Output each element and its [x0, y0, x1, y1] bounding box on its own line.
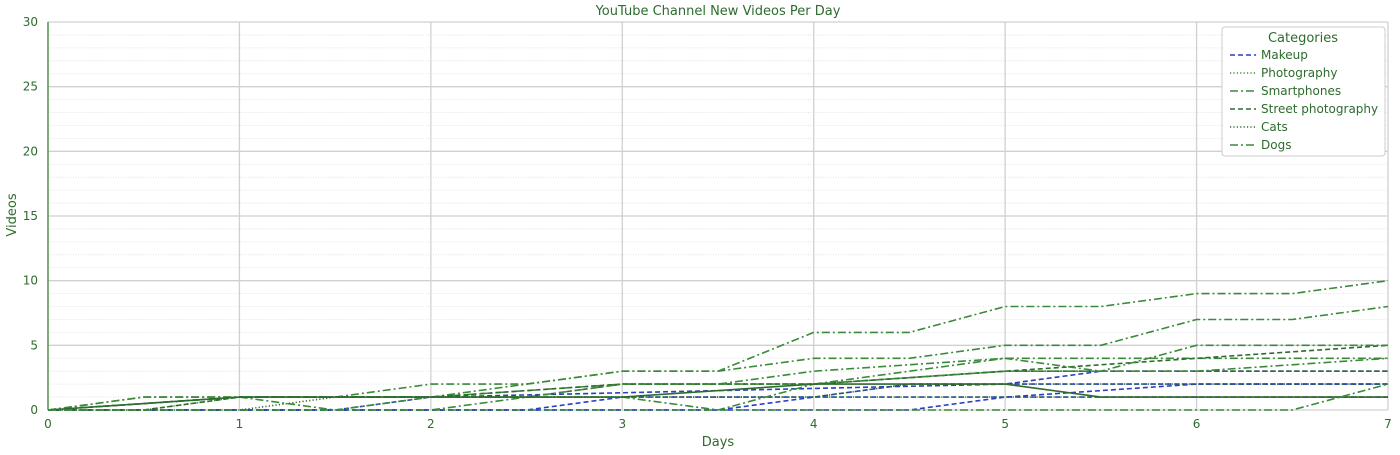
y-tick-label: 20	[23, 144, 38, 158]
series-line-cats	[48, 383, 1388, 411]
series-line-dogs	[48, 383, 1389, 411]
x-tick-label: 6	[1193, 417, 1201, 431]
x-tick-label: 1	[236, 417, 244, 431]
x-tick-label: 7	[1384, 417, 1392, 431]
legend-label-dogs: Dogs	[1261, 138, 1291, 152]
x-tick-label: 0	[44, 417, 52, 431]
series-layer	[47, 279, 1389, 411]
x-axis-title: Days	[702, 435, 735, 450]
series-line-dogs	[47, 383, 1388, 411]
x-tick-label: 4	[810, 417, 818, 431]
legend-label-cats: Cats	[1261, 120, 1288, 134]
tick-labels: 0 1 2 3 4 5 6 7 0 5 10 15 20 25 30	[23, 15, 1392, 431]
chart-title: YouTube Channel New Videos Per Day	[595, 4, 841, 19]
x-tick-label: 2	[427, 417, 435, 431]
y-tick-label: 15	[23, 209, 38, 223]
legend-label-photography: Photography	[1261, 66, 1337, 80]
y-tick-label: 10	[23, 274, 38, 288]
y-tick-label: 25	[23, 80, 38, 94]
series-line-street-photography	[48, 344, 1389, 411]
legend-label-smartphones: Smartphones	[1261, 84, 1341, 98]
series-line-dogs	[47, 344, 1388, 411]
grid	[47, 21, 1389, 411]
x-tick-label: 3	[618, 417, 626, 431]
series-line-dogs	[48, 357, 1389, 411]
legend-label-street-photography: Street photography	[1261, 102, 1378, 116]
legend: Categories Makeup Photography Smartphones S…	[1221, 26, 1386, 157]
y-tick-label: 5	[30, 338, 38, 352]
legend-title: Categories	[1268, 31, 1338, 46]
y-tick-label: 0	[30, 403, 38, 417]
x-tick-label: 5	[1001, 417, 1009, 431]
legend-label-makeup: Makeup	[1261, 48, 1308, 62]
legend-box	[1221, 26, 1386, 157]
y-axis-title: Videos	[5, 193, 20, 236]
y-tick-label: 30	[23, 15, 38, 29]
